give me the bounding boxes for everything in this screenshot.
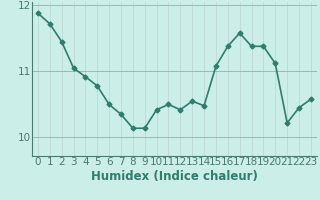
X-axis label: Humidex (Indice chaleur): Humidex (Indice chaleur) — [91, 170, 258, 183]
